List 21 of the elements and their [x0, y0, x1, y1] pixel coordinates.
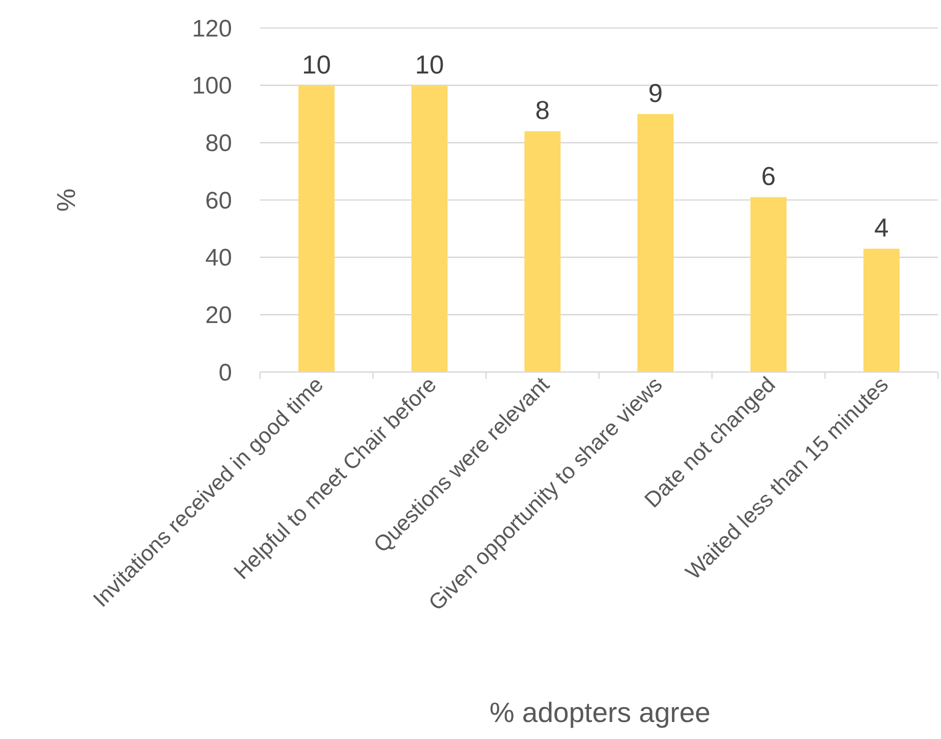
bar: [863, 248, 900, 372]
bar: [637, 114, 674, 372]
y-tick-label: 100: [192, 72, 232, 100]
y-tick-label: 20: [205, 302, 232, 330]
annotation: 9: [648, 78, 663, 108]
y-tick-label: 80: [205, 130, 232, 158]
annotation: 4: [874, 212, 889, 243]
annotation: 10: [302, 49, 331, 80]
bar: [298, 85, 335, 372]
annotation: 6: [761, 161, 776, 192]
y-tick-label: 0: [218, 359, 232, 386]
y-tick-label: 120: [192, 15, 232, 42]
bar: [524, 131, 561, 372]
bar: [750, 197, 787, 372]
y-tick-label: 60: [205, 187, 232, 214]
bar: [411, 85, 448, 372]
y-tick-label: 40: [205, 244, 232, 272]
x-axis-title: % adopters agree: [489, 697, 711, 728]
annotation: 8: [535, 95, 550, 126]
y-axis-title: %: [51, 188, 81, 212]
annotation: 10: [415, 49, 444, 80]
